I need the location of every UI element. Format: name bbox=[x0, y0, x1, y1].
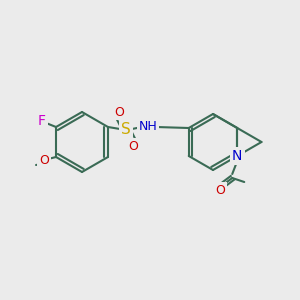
Text: O: O bbox=[215, 184, 225, 196]
Text: NH: NH bbox=[139, 121, 158, 134]
Text: O: O bbox=[39, 154, 49, 167]
Text: N: N bbox=[232, 149, 242, 163]
Text: O: O bbox=[114, 106, 124, 118]
Text: S: S bbox=[121, 122, 131, 136]
Text: O: O bbox=[128, 140, 138, 152]
Text: F: F bbox=[38, 114, 46, 128]
